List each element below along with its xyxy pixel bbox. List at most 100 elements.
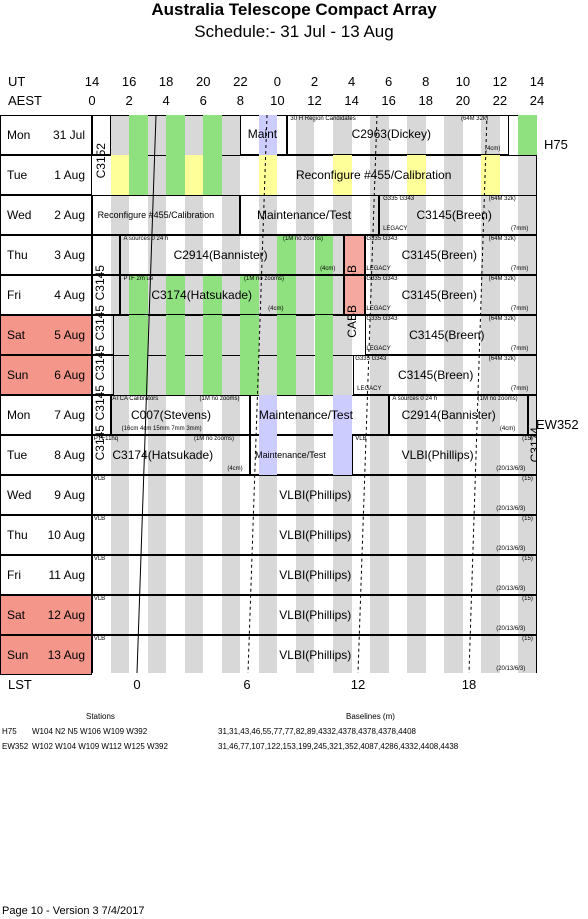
project-maint-test-mon-label: Maintenance/Test [258, 408, 353, 422]
config-h75: H75 [544, 137, 568, 152]
day-row-label: Thu 3 Aug [0, 235, 92, 275]
weekday-label: Mon [7, 408, 31, 422]
daylight-band [240, 355, 259, 395]
block-c3145-short [92, 275, 120, 315]
daylight-band [166, 115, 185, 155]
date-label: 1 Aug [54, 168, 85, 182]
date-label: 7 Aug [54, 408, 85, 422]
project-c2963-label: C2963(Dickey) [351, 127, 431, 141]
note-legacy: LEGACY [366, 266, 391, 272]
note-vlb: VLB [93, 596, 106, 602]
daylight-band [314, 275, 334, 315]
date-label: 13 Aug [47, 648, 85, 662]
reconf-yellow [407, 155, 426, 195]
note-15: (15) [522, 436, 533, 442]
lst-tick: 6 [243, 677, 251, 692]
daylight-band [129, 315, 148, 355]
note-64m: (64M 32k) [488, 276, 516, 282]
note-a-sources: A sources 0 24 h [123, 236, 169, 242]
note-1m: (1M no zooms) [193, 436, 234, 442]
hour-band [147, 115, 167, 673]
weekday-label: Sat [7, 328, 26, 342]
day-row-label: Sun 6 Aug [0, 355, 92, 395]
ut-tick: 12 [492, 74, 508, 89]
day-row-label: Fri 11 Aug [0, 555, 92, 595]
project-c3145-wed-label: C3145(Breen) [416, 208, 492, 222]
project-maint-test-label: Maintenance/Test [257, 208, 352, 222]
note-64m: (64M 32k) [488, 196, 516, 202]
block-reconf-small [92, 195, 241, 235]
lst-line [247, 115, 268, 673]
note-vlbi-code: (20/13/6/3) [496, 506, 526, 512]
block-vlbi [92, 555, 537, 595]
project-c3145-fri-label: C3145(Breen) [401, 288, 478, 302]
daylight-band [277, 275, 296, 315]
note-hi30: 30 H Region Candidates [290, 116, 356, 122]
weekday-label: Fri [7, 568, 21, 582]
day-row-label: Sun 13 Aug [0, 635, 92, 675]
block-c2914 [119, 235, 345, 275]
daylight-band [203, 155, 222, 195]
date-label: 11 Aug [48, 568, 85, 582]
note-4cm: (4cm) [499, 426, 516, 432]
ut-tick: 18 [158, 74, 174, 89]
block-vlbi [92, 475, 537, 515]
note-1m: (1M no zooms) [282, 236, 323, 242]
aest-tick: 20 [455, 93, 471, 108]
note-15: (15) [522, 516, 533, 522]
daylight-band [166, 155, 185, 195]
aest-tick: 18 [418, 93, 433, 108]
daylight-band [129, 155, 148, 195]
block-c2963 [286, 115, 510, 155]
note-64m: (64M 32k) [460, 116, 488, 122]
config-ew352: EW352 [536, 417, 579, 432]
daylight-band [203, 115, 222, 155]
block-c3145-short [92, 235, 120, 275]
aest-tick: 4 [162, 93, 170, 108]
hour-band [258, 115, 278, 673]
note-15: (15) [522, 556, 533, 562]
lst-axis-label: LST [8, 677, 32, 692]
aest-tick: 2 [125, 93, 133, 108]
day-row-label: Tue 8 Aug [0, 435, 92, 475]
note-vlbi-code: (20/13/6/3) [496, 546, 526, 552]
weekday-label: Sun [7, 368, 29, 382]
reconf-yellow [110, 155, 130, 195]
note-15: (15) [522, 636, 533, 642]
daylight-band [314, 235, 334, 275]
station-row-ew352-config: EW352 [2, 742, 29, 751]
maint-lavender [258, 395, 278, 435]
block-vlbi-tue [351, 435, 537, 475]
day-row-label: Wed 2 Aug [0, 195, 92, 235]
ut-tick: 20 [196, 74, 211, 89]
note-7mm: (7mm) [511, 346, 529, 352]
day-row-label: Sat 5 Aug [0, 315, 92, 355]
note-vlbi-code: (20/13/6/3) [496, 586, 526, 592]
weekday-label: Wed [7, 208, 32, 222]
block-c3145-short [92, 395, 111, 435]
reconf-yellow [333, 155, 352, 195]
daylight-band [277, 315, 296, 355]
note-vlb: VLB [93, 516, 106, 522]
note-1m: (1M no zooms) [244, 276, 285, 282]
daylight-band [203, 315, 222, 355]
ut-tick: 4 [347, 74, 356, 89]
block-c2914-mon [388, 395, 528, 435]
note-legacy: LEGACY [366, 306, 391, 312]
note-a-sources: A sources 0 24 h [392, 396, 438, 402]
note-ptf: PTF 2m ue [123, 276, 154, 282]
note-4cm: (4cm) [485, 146, 501, 152]
block-maint-test [240, 195, 380, 235]
block-c3174-tue [92, 435, 250, 475]
date-label: 3 Aug [54, 248, 85, 262]
lst-guide-lines [136, 115, 488, 673]
maint-lavender [333, 435, 352, 475]
project-vlbi-label: VLBI(Phillips) [279, 568, 352, 582]
block-c3145-wed [379, 195, 537, 235]
day-row-label: Sat 12 Aug [0, 595, 92, 635]
note-vlbi-code: (20/13/6/3) [496, 466, 526, 472]
project-vlbi-tue-label: VLBI(Phillips) [401, 448, 474, 462]
block-cabb [344, 235, 365, 275]
day-row-label: Thu 10 Aug [0, 515, 92, 555]
project-c3145-weekend-label: C3145(Breen) [409, 328, 485, 342]
